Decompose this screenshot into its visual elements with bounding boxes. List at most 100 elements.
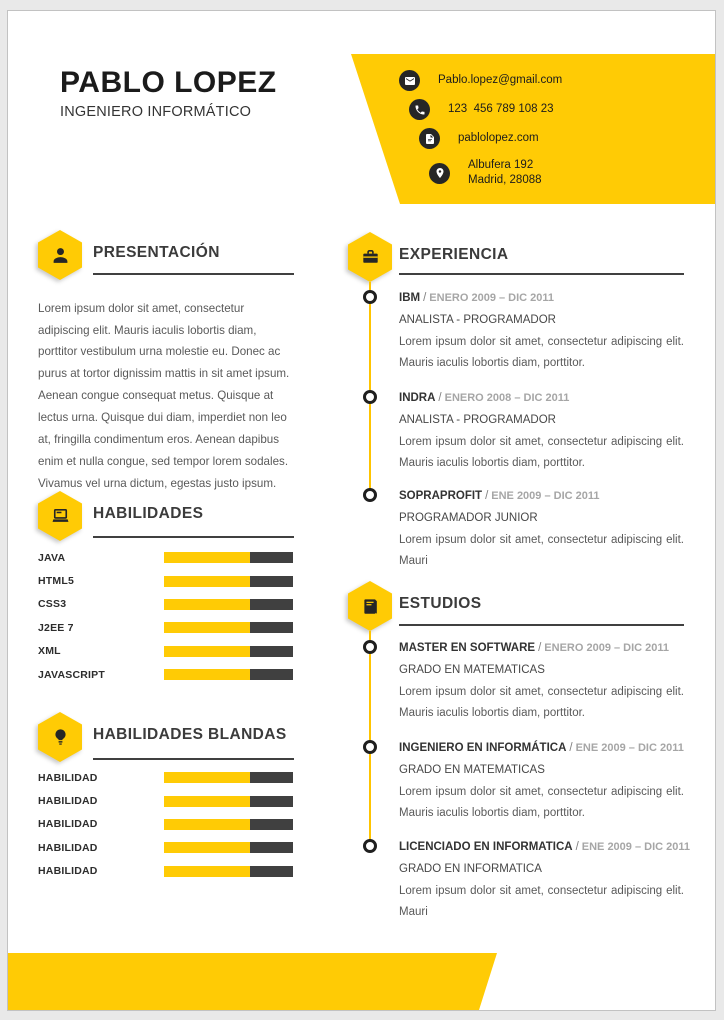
timeline-line: [369, 282, 371, 494]
section-rule: [399, 624, 684, 626]
entry-subtitle: GRADO EN INFORMATICA: [399, 863, 542, 875]
separator: /: [538, 642, 542, 654]
separator: /: [575, 841, 579, 853]
lightbulb-icon: [38, 712, 82, 762]
entry-description: Lorem ipsum dolor sit amet, consectetur …: [399, 885, 684, 919]
entry-dates: ENE 2009 – DIC 2011: [491, 490, 600, 502]
entry-role: ANALISTA - PROGRAMADOR: [399, 414, 556, 426]
website-icon: [419, 128, 440, 149]
skill-bar: [164, 622, 293, 634]
contact-website-row: pablolopez.com: [419, 128, 715, 149]
skill-bar: [164, 575, 293, 587]
entry-description: Lorem ipsum dolor sit amet, consectetur …: [399, 686, 684, 720]
separator: /: [438, 392, 442, 404]
habilidades-blandas-title: HABILIDADES BLANDAS: [93, 726, 287, 743]
footer-accent-bar: [8, 953, 497, 1010]
phone-icon: [409, 99, 430, 120]
skill-row: HABILIDAD: [38, 766, 294, 789]
skill-row: HABILIDAD: [38, 813, 294, 836]
timeline-dot: [363, 739, 377, 754]
entry-dates: ENERO 2008 – DIC 2011: [444, 392, 570, 404]
presentacion-title: PRESENTACIÓN: [93, 244, 220, 261]
contact-phone-row: 123 456 789 108 23: [409, 99, 715, 120]
separator: /: [569, 742, 573, 754]
person-icon: [38, 230, 82, 280]
entry-dates: ENE 2009 – DIC 2011: [575, 742, 684, 754]
experience-entry: SOPRAPROFIT / ENE 2009 – DIC 2011 PROGRAMA…: [399, 484, 684, 573]
education-entry: INGENIERO EN INFORMÁTICA / ENE 2009 – DIC …: [399, 736, 684, 825]
skill-list: HABILIDAD HABILIDAD HABILIDAD HABILIDAD …: [38, 766, 294, 883]
skill-row: J2EE 7: [38, 616, 294, 639]
skill-bar: [164, 552, 293, 564]
degree-name: MASTER EN SOFTWARE: [399, 642, 536, 654]
degree-name: LICENCIADO EN INFORMATICA: [399, 841, 573, 853]
book-icon: [348, 581, 392, 631]
skill-row: HABILIDAD: [38, 789, 294, 812]
entry-description: Lorem ipsum dolor sit amet, consectetur …: [399, 436, 684, 470]
skill-bar: [164, 842, 293, 854]
section-rule: [93, 536, 294, 538]
skill-row: XML: [38, 640, 294, 663]
separator: /: [485, 490, 489, 502]
skill-bar: [164, 818, 293, 830]
skill-bar: [164, 795, 293, 807]
computer-icon: [38, 491, 82, 541]
company-name: INDRA: [399, 392, 436, 404]
contact-address-row: Albufera 192 Madrid, 28088: [429, 157, 715, 189]
habilidades-title: HABILIDADES: [93, 505, 204, 522]
entry-dates: ENERO 2009 – DIC 2011: [544, 642, 670, 654]
section-rule: [399, 273, 684, 275]
company-name: IBM: [399, 292, 421, 304]
experience-entry: IBM / ENERO 2009 – DIC 2011 ANALISTA - PRO…: [399, 286, 684, 375]
timeline-dot: [363, 389, 377, 404]
entry-subtitle: GRADO EN MATEMATICAS: [399, 664, 545, 676]
entry-role: PROGRAMADOR JUNIOR: [399, 512, 538, 524]
skill-bar: [164, 645, 293, 657]
person-role: INGENIERO INFORMÁTICO: [60, 104, 252, 120]
contact-address-text: Albufera 192 Madrid, 28088: [468, 159, 542, 186]
timeline-line: [369, 631, 371, 845]
skill-bar: [164, 669, 293, 681]
skill-row: JAVA: [38, 546, 294, 569]
location-icon: [429, 162, 450, 184]
education-entry: MASTER EN SOFTWARE / ENERO 2009 – DIC 2011…: [399, 636, 684, 725]
section-rule: [93, 758, 294, 760]
contact-phone-text: 123 456 789 108 23: [448, 103, 554, 115]
entry-description: Lorem ipsum dolor sit amet, consectetur …: [399, 534, 684, 568]
resume-page: PABLO LOPEZ INGENIERO INFORMÁTICO Pablo.…: [7, 10, 716, 1011]
presentacion-body: Lorem ipsum dolor sit amet, consectetur …: [38, 301, 290, 490]
contact-email-text: Pablo.lopez@gmail.com: [438, 74, 563, 86]
section-rule: [93, 273, 294, 275]
skill-row: HABILIDAD: [38, 860, 294, 883]
timeline-dot: [363, 487, 377, 502]
entry-description: Lorem ipsum dolor sit amet, consectetur …: [399, 786, 684, 820]
entry-subtitle: GRADO EN MATEMATICAS: [399, 764, 545, 776]
person-name: PABLO LOPEZ: [60, 66, 277, 99]
degree-name: INGENIERO EN INFORMÁTICA: [399, 742, 567, 754]
experience-entry: INDRA / ENERO 2008 – DIC 2011 ANALISTA - P…: [399, 386, 684, 475]
contact-banner: Pablo.lopez@gmail.com 123 456 789 108 23…: [351, 54, 715, 204]
contact-email-row: Pablo.lopez@gmail.com: [399, 70, 715, 91]
estudios-title: ESTUDIOS: [399, 595, 482, 612]
timeline-dot: [363, 639, 377, 654]
name-header: PABLO LOPEZ INGENIERO INFORMÁTICO: [60, 66, 277, 121]
entry-description: Lorem ipsum dolor sit amet, consectetur …: [399, 336, 684, 370]
skill-row: CSS3: [38, 593, 294, 616]
education-entry: LICENCIADO EN INFORMATICA / ENE 2009 – DIC…: [399, 835, 690, 924]
skill-row: JAVASCRIPT: [38, 663, 294, 686]
timeline-dot: [363, 289, 377, 304]
skill-bar: [164, 598, 293, 610]
company-name: SOPRAPROFIT: [399, 490, 483, 502]
experiencia-title: EXPERIENCIA: [399, 246, 509, 263]
entry-dates: ENERO 2009 – DIC 2011: [429, 292, 555, 304]
email-icon: [399, 70, 420, 91]
skill-list: JAVA HTML5 CSS3 J2EE 7 XML JAVASCRIPT: [38, 546, 294, 686]
briefcase-icon: [348, 232, 392, 282]
skill-bar: [164, 772, 293, 784]
skill-row: HABILIDAD: [38, 836, 294, 859]
skill-bar: [164, 865, 293, 877]
timeline-dot: [363, 838, 377, 853]
contact-website-text: pablolopez.com: [458, 132, 539, 144]
entry-role: ANALISTA - PROGRAMADOR: [399, 314, 556, 326]
separator: /: [423, 292, 427, 304]
